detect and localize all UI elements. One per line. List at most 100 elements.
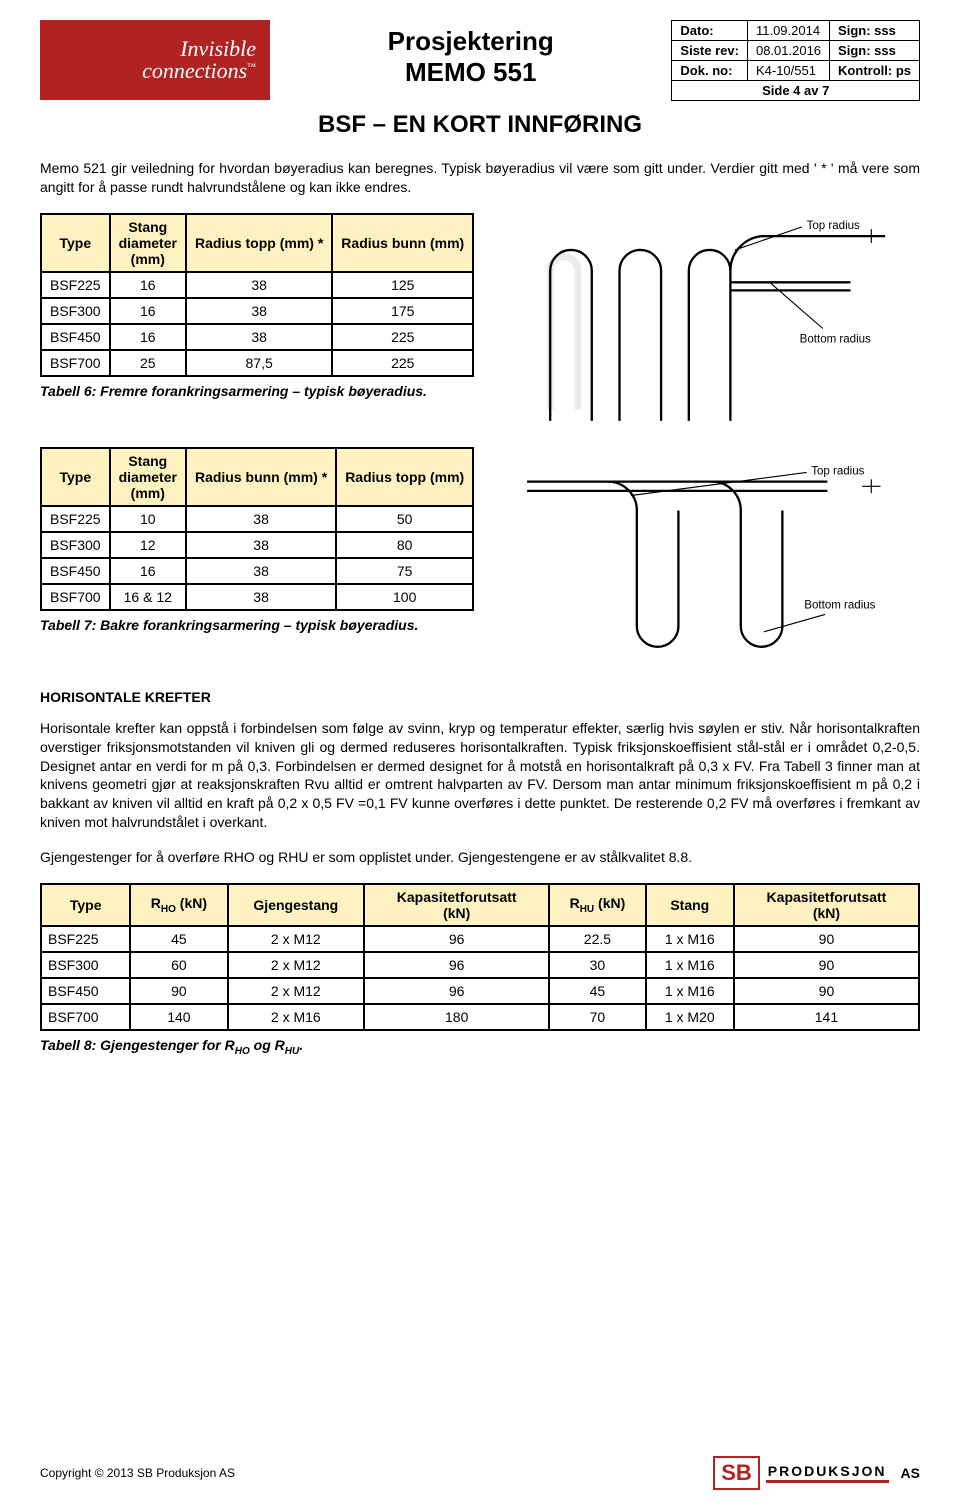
table-cell: 90	[734, 952, 919, 978]
table-header: Type	[41, 448, 110, 506]
table-cell: 90	[734, 978, 919, 1004]
table-cell: 16	[110, 324, 186, 350]
diagram-bakre: Top radius Bottom radius	[504, 447, 920, 681]
diagram2-top-label: Top radius	[811, 466, 864, 478]
rev-label: Siste rev:	[672, 41, 748, 61]
table7-caption: Tabell 7: Bakre forankringsarmering – ty…	[40, 617, 474, 633]
table-row: BSF450163875	[41, 558, 473, 584]
table-cell: 50	[336, 506, 473, 532]
table-cell: 38	[186, 584, 336, 610]
table-cell: 180	[364, 1004, 549, 1030]
title-line1: Prosjektering	[280, 26, 661, 57]
table-cell: 1 x M16	[646, 952, 734, 978]
table-row: BSF225103850	[41, 506, 473, 532]
table-cell: 22.5	[549, 926, 645, 952]
table7: TypeStangdiameter(mm)Radius bunn (mm) *R…	[40, 447, 474, 611]
table-cell: 2 x M12	[228, 952, 365, 978]
rev-value: 08.01.2016	[747, 41, 829, 61]
dokno-label: Dok. no:	[672, 61, 748, 81]
dato-label: Dato:	[672, 21, 748, 41]
table7-row: TypeStangdiameter(mm)Radius bunn (mm) *R…	[40, 447, 920, 681]
table-cell: 87,5	[186, 350, 332, 376]
sb-logo-icon: SB	[713, 1456, 760, 1490]
table-header: Gjengestang	[228, 884, 365, 926]
table-cell: 2 x M12	[228, 978, 365, 1004]
table-cell: BSF225	[41, 926, 130, 952]
table-cell: 96	[364, 926, 549, 952]
copyright-text: Copyright © 2013 SB Produksjon AS	[40, 1466, 235, 1480]
horizontal-forces-heading: HORISONTALE KREFTER	[40, 689, 920, 705]
table-header: Radius bunn (mm)	[332, 214, 473, 272]
table6-caption: Tabell 6: Fremre forankringsarmering – t…	[40, 383, 474, 399]
footer-logo: SB PRODUKSJON AS	[713, 1456, 920, 1490]
diagram1-top-label: Top radius	[807, 220, 860, 232]
rev-sign-label: Sign: sss	[830, 41, 920, 61]
table-header: Type	[41, 884, 130, 926]
table-cell: BSF225	[41, 272, 110, 298]
table8-caption: Tabell 8: Gjengestenger for RHO og RHU.	[40, 1037, 920, 1057]
logo-line2: connections™	[142, 60, 256, 82]
table-cell: 2 x M16	[228, 1004, 365, 1030]
table-header: Stang	[646, 884, 734, 926]
table-cell: BSF700	[41, 584, 110, 610]
table-cell: 16	[110, 558, 186, 584]
table-cell: 90	[734, 926, 919, 952]
table-cell: 25	[110, 350, 186, 376]
table-row: BSF300602 x M1296301 x M1690	[41, 952, 919, 978]
page-indicator: Side 4 av 7	[672, 81, 920, 101]
table-cell: 45	[549, 978, 645, 1004]
table-cell: 141	[734, 1004, 919, 1030]
table-row: BSF225452 x M129622.51 x M1690	[41, 926, 919, 952]
table-cell: 75	[336, 558, 473, 584]
table-header: Stangdiameter(mm)	[110, 214, 186, 272]
title-line2: MEMO 551	[280, 57, 661, 88]
table-cell: 96	[364, 952, 549, 978]
table-cell: 225	[332, 350, 473, 376]
table-cell: 225	[332, 324, 473, 350]
table-cell: 38	[186, 506, 336, 532]
page-footer: Copyright © 2013 SB Produksjon AS SB PRO…	[40, 1456, 920, 1490]
company-logo: Invisible connections™	[40, 20, 270, 100]
document-title: Prosjektering MEMO 551	[280, 20, 661, 88]
diagram1-bottom-label: Bottom radius	[800, 333, 871, 345]
table-row: BSF300123880	[41, 532, 473, 558]
dokno-value: K4-10/551	[747, 61, 829, 81]
table6: TypeStangdiameter(mm)Radius topp (mm) *R…	[40, 213, 474, 377]
table-cell: 38	[186, 532, 336, 558]
table-header: Radius bunn (mm) *	[186, 448, 336, 506]
table-cell: 1 x M20	[646, 1004, 734, 1030]
gjengestenger-paragraph: Gjengestenger for å overføre RHO og RHU …	[40, 848, 920, 867]
table-cell: 12	[110, 532, 186, 558]
table-cell: BSF300	[41, 532, 110, 558]
table-cell: BSF300	[41, 952, 130, 978]
table8: TypeRHO (kN)GjengestangKapasitetforutsat…	[40, 883, 920, 1031]
page-header: Invisible connections™ Prosjektering MEM…	[40, 20, 920, 101]
produksjon-text: PRODUKSJON	[766, 1463, 889, 1483]
table-row: BSF7002587,5225	[41, 350, 473, 376]
table-cell: 16	[110, 298, 186, 324]
table-header: Radius topp (mm)	[336, 448, 473, 506]
kontroll-label: Kontroll: ps	[830, 61, 920, 81]
as-text: AS	[901, 1465, 920, 1481]
table-cell: 10	[110, 506, 186, 532]
diagram2-bottom-label: Bottom radius	[804, 599, 875, 611]
table-header: RHU (kN)	[549, 884, 645, 926]
intro-paragraph: Memo 521 gir veiledning for hvordan bøye…	[40, 159, 920, 197]
table-row: BSF70016 & 1238100	[41, 584, 473, 610]
table-cell: 96	[364, 978, 549, 1004]
table-cell: BSF225	[41, 506, 110, 532]
table-row: BSF3001638175	[41, 298, 473, 324]
table-cell: 30	[549, 952, 645, 978]
dato-value: 11.09.2014	[747, 21, 829, 41]
table-cell: 60	[130, 952, 227, 978]
table-cell: 1 x M16	[646, 926, 734, 952]
table-cell: 125	[332, 272, 473, 298]
table-cell: 38	[186, 558, 336, 584]
table-header: RHO (kN)	[130, 884, 227, 926]
table-cell: BSF450	[41, 978, 130, 1004]
table-cell: 38	[186, 298, 332, 324]
table-cell: 38	[186, 324, 332, 350]
table-cell: BSF450	[41, 324, 110, 350]
doc-info-table: Dato: 11.09.2014 Sign: sss Siste rev: 08…	[671, 20, 920, 101]
table-cell: 70	[549, 1004, 645, 1030]
